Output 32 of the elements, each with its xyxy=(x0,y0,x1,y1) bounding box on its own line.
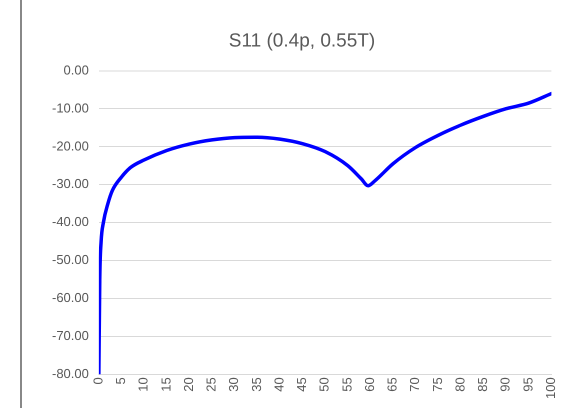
x-tick-label: 65 xyxy=(384,377,400,392)
chart-title: S11 (0.4p, 0.55T) xyxy=(228,30,376,52)
y-tick-label: -80.00 xyxy=(52,366,89,381)
y-tick-label: -70.00 xyxy=(52,328,89,343)
x-tick-label: 20 xyxy=(180,377,196,392)
x-tick-label: 40 xyxy=(271,377,286,392)
x-tick-label: 75 xyxy=(430,377,445,392)
x-tick-label: 50 xyxy=(316,377,332,392)
x-tick-label: 45 xyxy=(294,377,310,392)
y-tick-label: -30.00 xyxy=(52,176,89,192)
x-tick-label: 70 xyxy=(407,377,422,392)
x-tick-label: 35 xyxy=(248,377,264,392)
x-tick-label: 85 xyxy=(475,377,490,392)
x-tick-label: 100 xyxy=(542,377,558,400)
x-tick-label: 15 xyxy=(158,377,174,392)
x-tick-label: 80 xyxy=(452,377,468,392)
line-series xyxy=(98,92,552,374)
x-tick-label: 90 xyxy=(498,377,513,392)
y-tick-label: -10.00 xyxy=(52,100,89,116)
x-tick-label: 60 xyxy=(362,377,377,392)
y-tick-label: -50.00 xyxy=(52,252,89,268)
x-tick-label: 0 xyxy=(90,377,106,385)
x-tick-label: 30 xyxy=(226,377,242,392)
y-tick-label: 0.00 xyxy=(64,62,89,78)
y-tick-label: -20.00 xyxy=(52,138,89,154)
x-tick-label: 10 xyxy=(136,377,151,392)
y-tick-label: -40.00 xyxy=(52,214,89,230)
y-tick-label: -60.00 xyxy=(52,290,89,306)
x-tick-label: 95 xyxy=(520,377,536,392)
x-tick-label: 5 xyxy=(113,377,128,385)
x-tick-label: 55 xyxy=(339,377,354,392)
x-tick-label: 25 xyxy=(204,377,219,392)
